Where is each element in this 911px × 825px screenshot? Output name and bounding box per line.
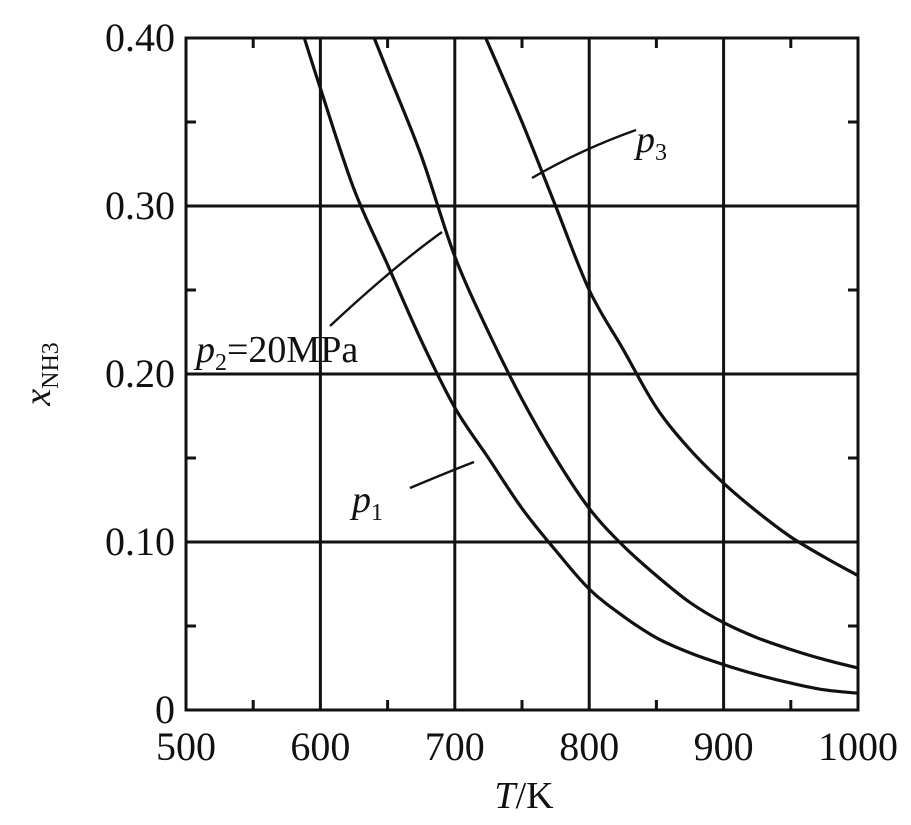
x-tick-label: 600 xyxy=(290,724,350,769)
x-tick-label: 800 xyxy=(559,724,619,769)
x-axis-var: T xyxy=(494,775,518,817)
x-axis-unit: /K xyxy=(516,775,555,817)
y-tick-label: 0.20 xyxy=(105,351,175,396)
plot-frame xyxy=(184,36,860,712)
x-tick-label: 1000 xyxy=(818,724,898,769)
x-tick-label: 700 xyxy=(425,724,485,769)
x-tick-label: 500 xyxy=(156,724,216,769)
y-tick-label: 0.30 xyxy=(105,183,175,228)
series-curves xyxy=(302,37,859,695)
y-tick-label: 0 xyxy=(155,687,175,732)
y-axis-title: xNH3 xyxy=(17,342,64,407)
leader-p1 xyxy=(409,460,475,490)
y-tick-label: 0.40 xyxy=(105,15,175,60)
x-tick-labels: 500 600 700 800 900 1000 xyxy=(156,724,898,769)
leader-p3 xyxy=(531,128,637,180)
series-line-p3 xyxy=(484,37,859,577)
series-label-p3: p3 xyxy=(633,119,667,166)
series-line-p2 xyxy=(372,37,859,670)
series-label-p2: p2=20MPa xyxy=(193,329,358,376)
y-axis-sub: NH3 xyxy=(38,342,64,389)
series-line-p1 xyxy=(302,37,859,695)
y-axis-var: x xyxy=(17,389,59,407)
leader-p2 xyxy=(329,231,443,327)
y-tick-label: 0.10 xyxy=(105,519,175,564)
grid-lines xyxy=(186,38,858,710)
x-axis-title: T/K xyxy=(494,775,554,817)
series-label-p1: p1 xyxy=(349,479,383,526)
label-leaders xyxy=(329,128,637,490)
x-tick-label: 900 xyxy=(694,724,754,769)
y-tick-labels: 0 0.10 0.20 0.30 0.40 xyxy=(105,15,175,732)
axis-ticks xyxy=(186,38,858,710)
